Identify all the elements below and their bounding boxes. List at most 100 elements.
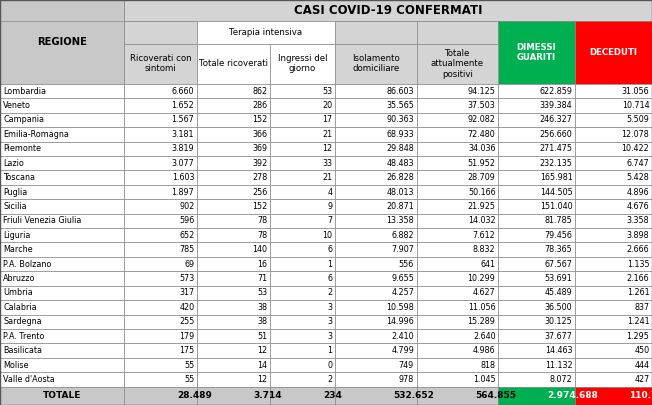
- Bar: [270, 214, 335, 228]
- Text: Terapia intensiva: Terapia intensiva: [230, 28, 303, 37]
- Text: 902: 902: [179, 202, 194, 211]
- Bar: [0, 0, 124, 84]
- Bar: [270, 315, 335, 329]
- Bar: [575, 315, 652, 329]
- Text: 14.996: 14.996: [386, 317, 414, 326]
- Text: 444: 444: [634, 360, 649, 369]
- Bar: [197, 300, 270, 315]
- Text: 4.986: 4.986: [473, 346, 496, 355]
- Bar: [270, 84, 335, 98]
- Text: 179: 179: [179, 332, 194, 341]
- Text: 622.859: 622.859: [539, 87, 572, 96]
- Text: 818: 818: [481, 360, 496, 369]
- Text: 28.489: 28.489: [177, 391, 212, 400]
- Bar: [498, 156, 575, 171]
- Bar: [417, 243, 498, 257]
- Bar: [498, 300, 575, 315]
- Text: 11.132: 11.132: [545, 360, 572, 369]
- Text: 10: 10: [323, 231, 333, 240]
- Bar: [417, 113, 498, 127]
- Text: 17: 17: [322, 115, 333, 124]
- Bar: [270, 228, 335, 243]
- Bar: [417, 315, 498, 329]
- Bar: [498, 329, 575, 343]
- Bar: [0, 171, 124, 185]
- Bar: [124, 113, 197, 127]
- Text: 2.666: 2.666: [627, 245, 649, 254]
- Bar: [270, 98, 335, 113]
- Bar: [0, 185, 124, 199]
- Text: 29.848: 29.848: [386, 144, 414, 153]
- Bar: [417, 21, 498, 44]
- Text: 256.660: 256.660: [540, 130, 572, 139]
- Bar: [0, 0, 124, 21]
- Bar: [575, 185, 652, 199]
- Bar: [0, 329, 124, 343]
- Bar: [498, 127, 575, 142]
- Text: Marche: Marche: [3, 245, 33, 254]
- Bar: [270, 271, 335, 286]
- Text: Puglia: Puglia: [3, 188, 27, 196]
- Bar: [498, 185, 575, 199]
- Text: 1.261: 1.261: [627, 288, 649, 297]
- Text: 4.896: 4.896: [627, 188, 649, 196]
- Text: 6.660: 6.660: [171, 87, 194, 96]
- Bar: [335, 171, 417, 185]
- Bar: [575, 113, 652, 127]
- Bar: [197, 243, 270, 257]
- Text: Calabria: Calabria: [3, 303, 37, 312]
- Bar: [575, 84, 652, 98]
- Text: 72.480: 72.480: [467, 130, 496, 139]
- Bar: [270, 127, 335, 142]
- Bar: [498, 257, 575, 271]
- Bar: [124, 84, 197, 98]
- Text: CASI COVID-19 CONFERMATI: CASI COVID-19 CONFERMATI: [293, 4, 482, 17]
- Bar: [124, 44, 197, 84]
- Text: Ricoverati con
sintomi: Ricoverati con sintomi: [130, 54, 191, 73]
- Text: 21.925: 21.925: [467, 202, 496, 211]
- Text: 286: 286: [252, 101, 267, 110]
- Bar: [498, 358, 575, 372]
- Bar: [124, 199, 197, 214]
- Bar: [575, 156, 652, 171]
- Bar: [270, 343, 335, 358]
- Bar: [498, 243, 575, 257]
- Bar: [197, 358, 270, 372]
- Text: 317: 317: [179, 288, 194, 297]
- Text: 165.981: 165.981: [540, 173, 572, 182]
- Text: 573: 573: [179, 274, 194, 283]
- Text: 1.652: 1.652: [171, 101, 194, 110]
- Bar: [270, 286, 335, 300]
- Text: 1.897: 1.897: [171, 188, 194, 196]
- Text: 37.677: 37.677: [544, 332, 572, 341]
- Text: 392: 392: [252, 159, 267, 168]
- Text: 152: 152: [252, 202, 267, 211]
- Text: 68.933: 68.933: [387, 130, 414, 139]
- Bar: [197, 271, 270, 286]
- Bar: [197, 315, 270, 329]
- Bar: [335, 185, 417, 199]
- Text: 30.125: 30.125: [544, 317, 572, 326]
- Text: 7.907: 7.907: [391, 245, 414, 254]
- Bar: [270, 113, 335, 127]
- Text: 234: 234: [323, 391, 342, 400]
- Text: 20: 20: [322, 101, 333, 110]
- Bar: [498, 171, 575, 185]
- Bar: [0, 286, 124, 300]
- Text: 20.871: 20.871: [386, 202, 414, 211]
- Bar: [575, 257, 652, 271]
- Bar: [124, 343, 197, 358]
- Bar: [197, 98, 270, 113]
- Text: 3.819: 3.819: [171, 144, 194, 153]
- Text: 7.612: 7.612: [473, 231, 496, 240]
- Bar: [197, 387, 270, 405]
- Bar: [124, 257, 197, 271]
- Bar: [124, 142, 197, 156]
- Text: 35.565: 35.565: [386, 101, 414, 110]
- Text: 4.257: 4.257: [391, 288, 414, 297]
- Bar: [197, 214, 270, 228]
- Bar: [124, 358, 197, 372]
- Bar: [124, 214, 197, 228]
- Bar: [417, 84, 498, 98]
- Bar: [197, 142, 270, 156]
